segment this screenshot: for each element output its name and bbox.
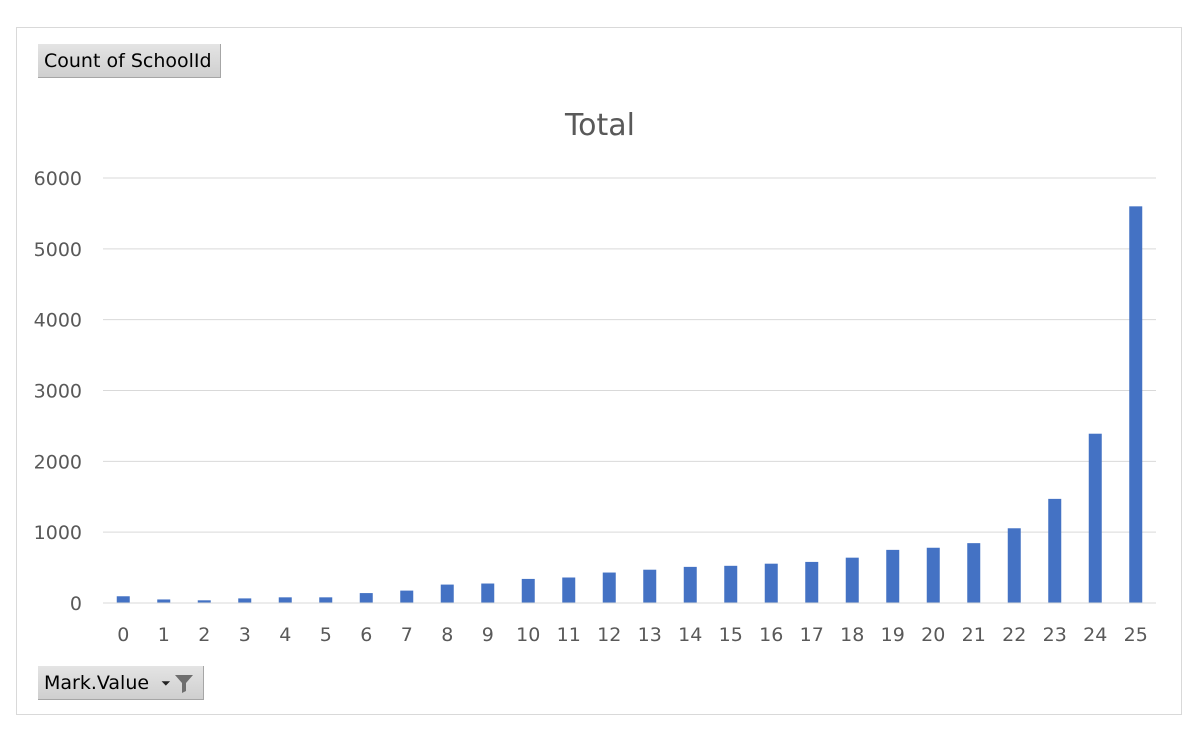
x-tick-label: 10 [516,624,540,646]
bar-15[interactable] [724,565,738,603]
bar-9[interactable] [481,583,495,603]
x-tick-label: 2 [198,624,210,646]
bar-10[interactable] [521,578,535,603]
bar-5[interactable] [319,597,333,603]
x-tick-label: 8 [441,624,453,646]
bar-19[interactable] [886,549,900,603]
bars [116,206,1143,604]
y-tick-label: 4000 [34,310,82,332]
y-tick-label: 2000 [34,451,82,473]
x-tick-label: 12 [597,624,621,646]
value-field-button[interactable]: Count of SchoolId [38,44,221,78]
bar-16[interactable] [764,563,778,603]
x-tick-label: 11 [557,624,581,646]
x-tick-label: 15 [719,624,743,646]
x-tick-label: 0 [117,624,129,646]
bar-1[interactable] [157,599,171,603]
bar-7[interactable] [400,590,414,603]
x-tick-label: 16 [759,624,783,646]
chart-title: Total [564,108,635,143]
bar-17[interactable] [805,561,819,603]
bar-0[interactable] [116,596,130,603]
bar-3[interactable] [238,598,252,603]
x-tick-label: 7 [401,624,413,646]
y-axis: 0 1000 2000 3000 4000 5000 6000 [34,168,82,615]
x-tick-label: 9 [482,624,494,646]
x-axis: 0 1 2 3 4 5 6 7 8 9 10 11 12 13 14 15 16 17 18 19 20 21 22 23 24… [103,602,1156,646]
x-tick-label: 22 [1002,624,1026,646]
x-tick-label: 17 [800,624,824,646]
y-tick-label: 5000 [34,239,82,261]
bar-24[interactable] [1088,433,1102,603]
x-tick-label: 14 [678,624,702,646]
bar-11[interactable] [562,577,576,604]
x-tick-label: 19 [881,624,905,646]
bar-8[interactable] [440,584,454,603]
bar-18[interactable] [845,557,859,603]
bar-22[interactable] [1007,528,1021,603]
axis-field-label: Mark.Value [44,671,150,694]
x-tick-label: 1 [158,624,170,646]
x-tick-label: 4 [279,624,291,646]
x-tick-label: 3 [239,624,251,646]
axis-field-button[interactable]: Mark.Value ⏷ [38,666,204,700]
y-tick-label: 3000 [34,381,82,403]
x-tick-label: 25 [1124,624,1148,646]
bar-25[interactable] [1129,206,1143,604]
x-tick-label: 13 [638,624,662,646]
x-tick-label: 18 [840,624,864,646]
value-field-label: Count of SchoolId [44,50,212,72]
x-tick-label: 6 [360,624,372,646]
bar-13[interactable] [643,569,657,603]
y-tick-label: 6000 [34,168,82,190]
bar-2[interactable] [197,600,211,603]
x-tick-label: 23 [1043,624,1067,646]
bar-14[interactable] [683,566,697,603]
x-tick-label: 24 [1083,624,1107,646]
bar-4[interactable] [278,597,292,603]
x-tick-label: 20 [921,624,945,646]
y-tick-label: 1000 [34,522,82,544]
filter-icon[interactable] [173,672,195,694]
gridlines [103,177,1156,604]
bar-20[interactable] [926,547,940,603]
bar-21[interactable] [967,543,981,603]
bar-23[interactable] [1048,498,1062,603]
x-tick-label: 21 [962,624,986,646]
bar-6[interactable] [359,593,373,603]
x-tick-label: 5 [320,624,332,646]
dropdown-arrow-icon[interactable]: ⏷ [161,675,171,690]
y-tick-label: 0 [70,593,82,615]
bar-12[interactable] [602,572,616,603]
